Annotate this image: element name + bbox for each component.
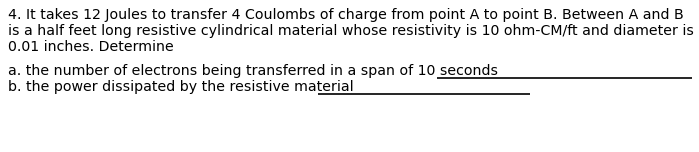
Text: is a half feet long resistive cylindrical material whose resistivity is 10 ohm-C: is a half feet long resistive cylindrica… xyxy=(8,24,694,38)
Text: a. the number of electrons being transferred in a span of 10 seconds: a. the number of electrons being transfe… xyxy=(8,64,498,78)
Text: b. the power dissipated by the resistive material: b. the power dissipated by the resistive… xyxy=(8,80,354,94)
Text: 4. It takes 12 Joules to transfer 4 Coulombs of charge from point A to point B. : 4. It takes 12 Joules to transfer 4 Coul… xyxy=(8,8,684,22)
Text: 0.01 inches. Determine: 0.01 inches. Determine xyxy=(8,40,174,54)
